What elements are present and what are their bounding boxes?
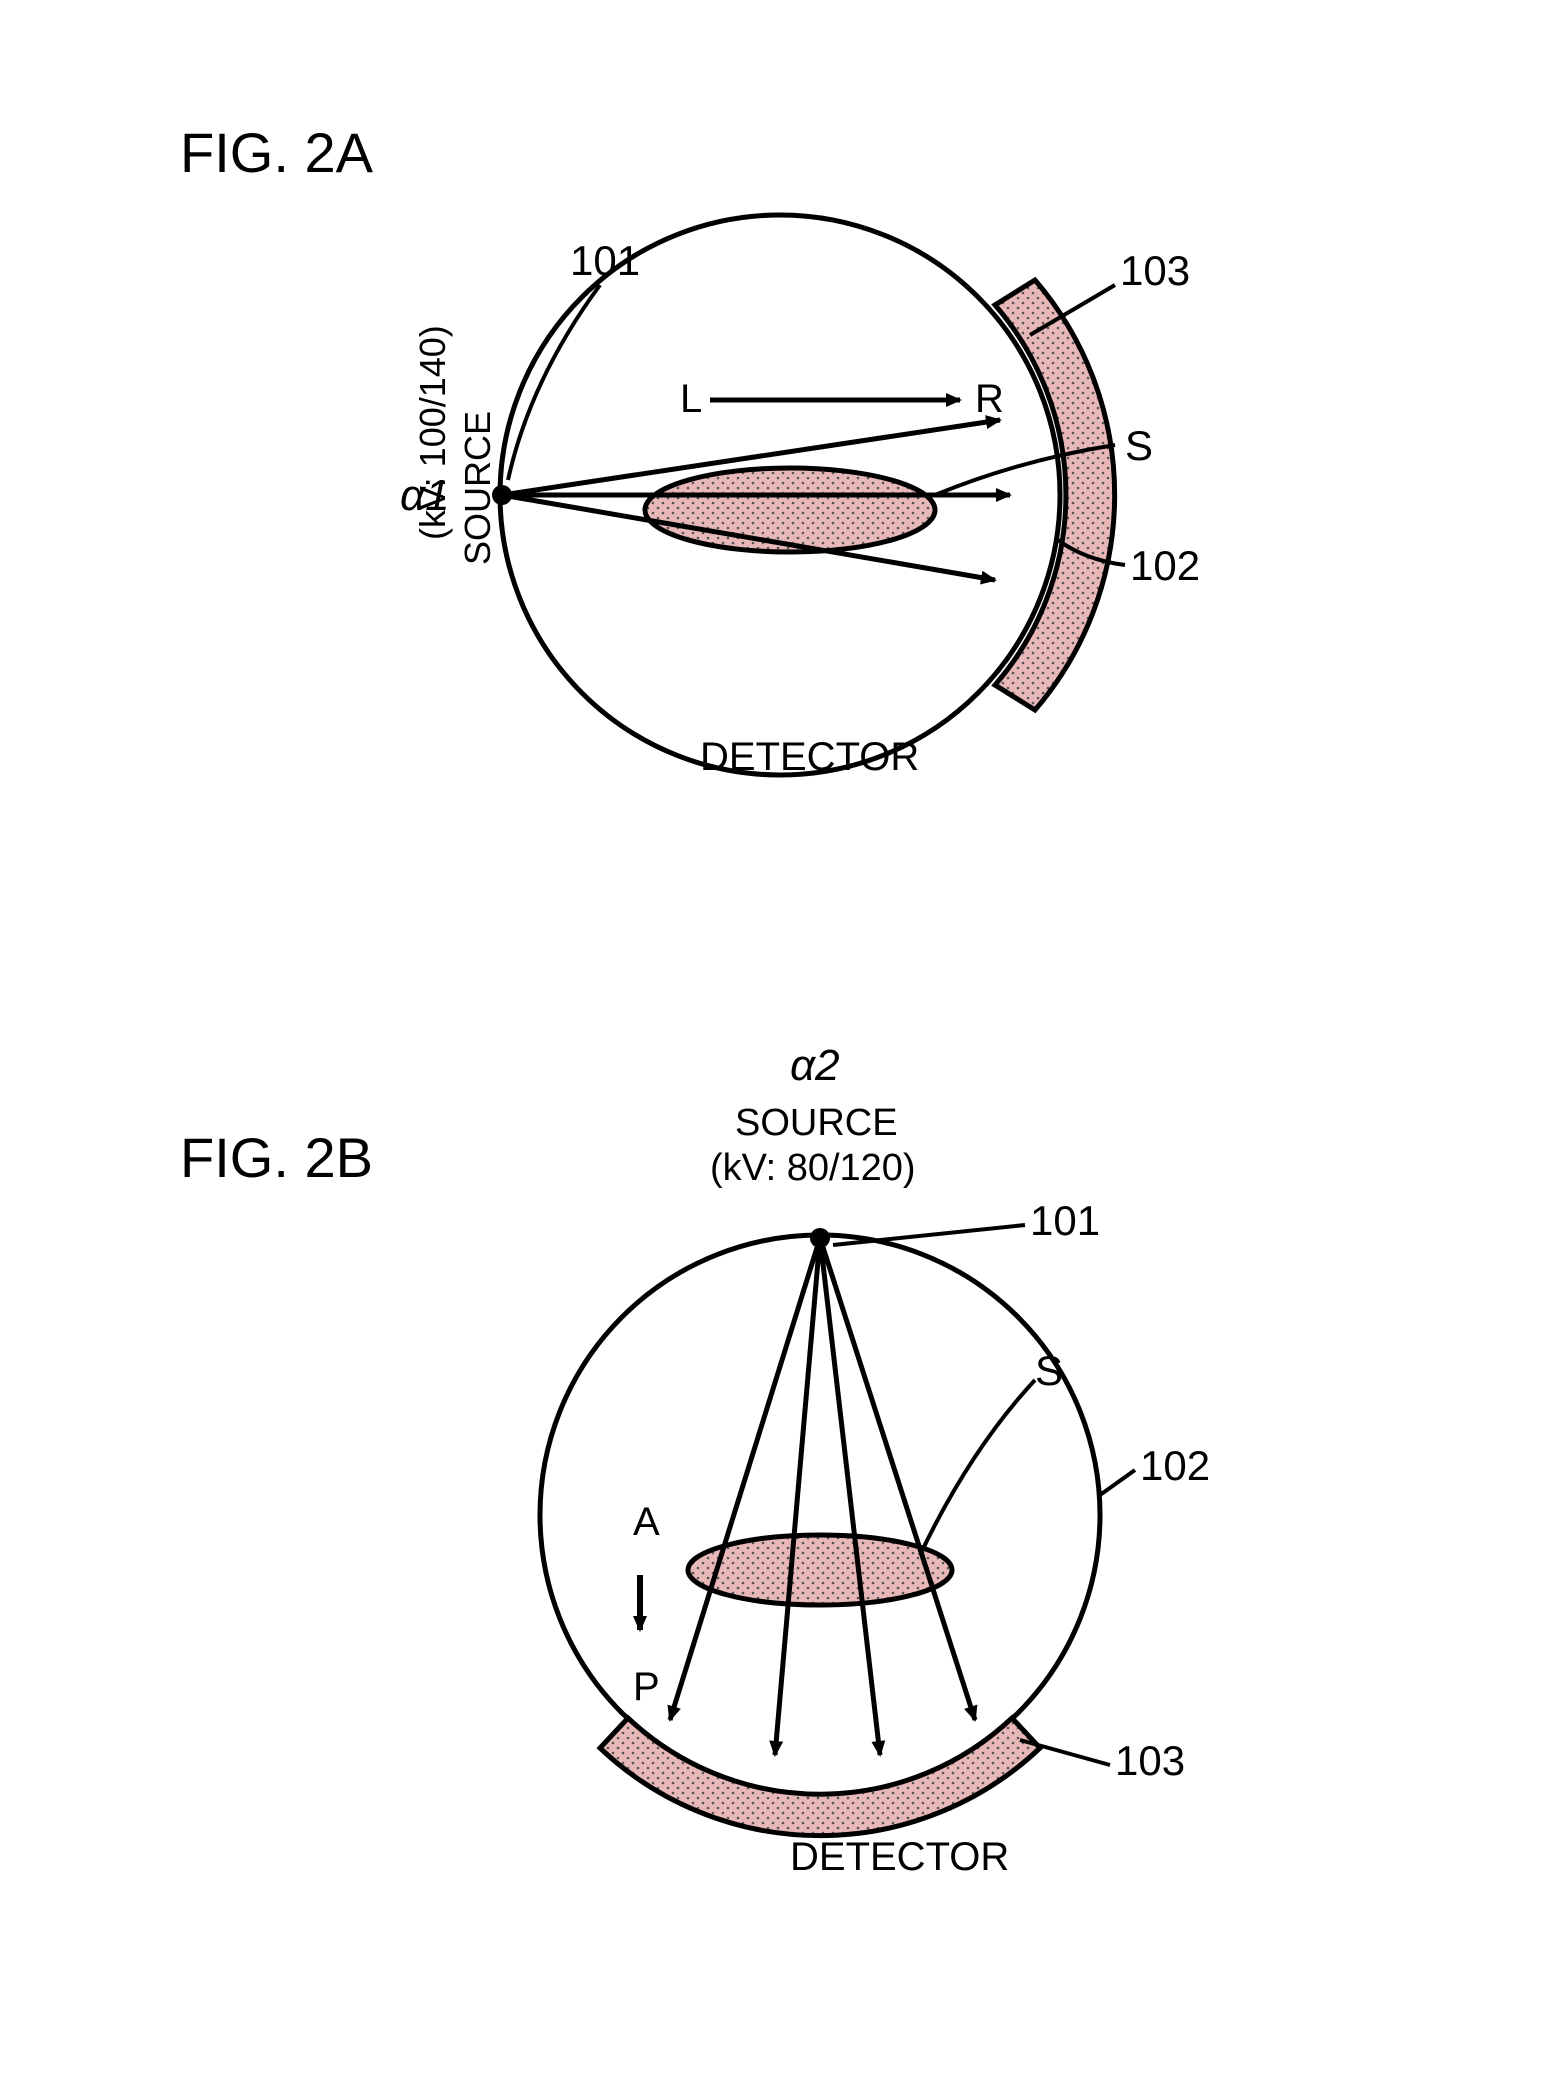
gantry-circle-b [540,1235,1100,1795]
figure-b: α2 SOURCE (kV: 80/120) 101 S 102 103 A P… [540,1041,1210,1879]
ray-b-3 [820,1238,880,1755]
callout-102-b: 102 [1140,1442,1210,1489]
sample-s-b [688,1535,952,1605]
axis-a-label: A [633,1500,660,1544]
detector-label-b: DETECTOR [790,1835,1009,1879]
detector-arc-a [995,280,1115,710]
sample-s-a [645,468,935,552]
alpha2-label: α2 [790,1041,840,1090]
source-text-a: (kV: 100/140) [412,325,453,540]
figure-a: L R α1 (kV: 100/140) SOURCE 101 103 S 10… [400,215,1200,779]
callout-101-line-b [833,1225,1025,1245]
callout-103-b: 103 [1115,1737,1185,1784]
ray-b-4 [820,1238,975,1720]
diagram-svg: L R α1 (kV: 100/140) SOURCE 101 103 S 10… [0,0,1561,2084]
callout-102-line-b [1100,1470,1135,1495]
callout-101-b: 101 [1030,1197,1100,1244]
source-dot-b [810,1228,830,1248]
callout-s-b: S [1035,1347,1063,1394]
source-text-a2: SOURCE [457,411,498,565]
callout-s-line-b [920,1380,1035,1555]
source-kv-b: (kV: 80/120) [710,1147,916,1189]
callout-102: 102 [1130,542,1200,589]
callout-101: 101 [570,237,640,284]
callout-s-a: S [1125,422,1153,469]
axis-p-label: P [633,1665,660,1709]
axis-r-label: R [975,377,1004,421]
axis-l-label: L [680,377,702,421]
detector-label-a: DETECTOR [700,735,919,779]
callout-103: 103 [1120,247,1190,294]
source-text-b: SOURCE [735,1102,898,1144]
detector-arc-b [600,1718,1040,1836]
